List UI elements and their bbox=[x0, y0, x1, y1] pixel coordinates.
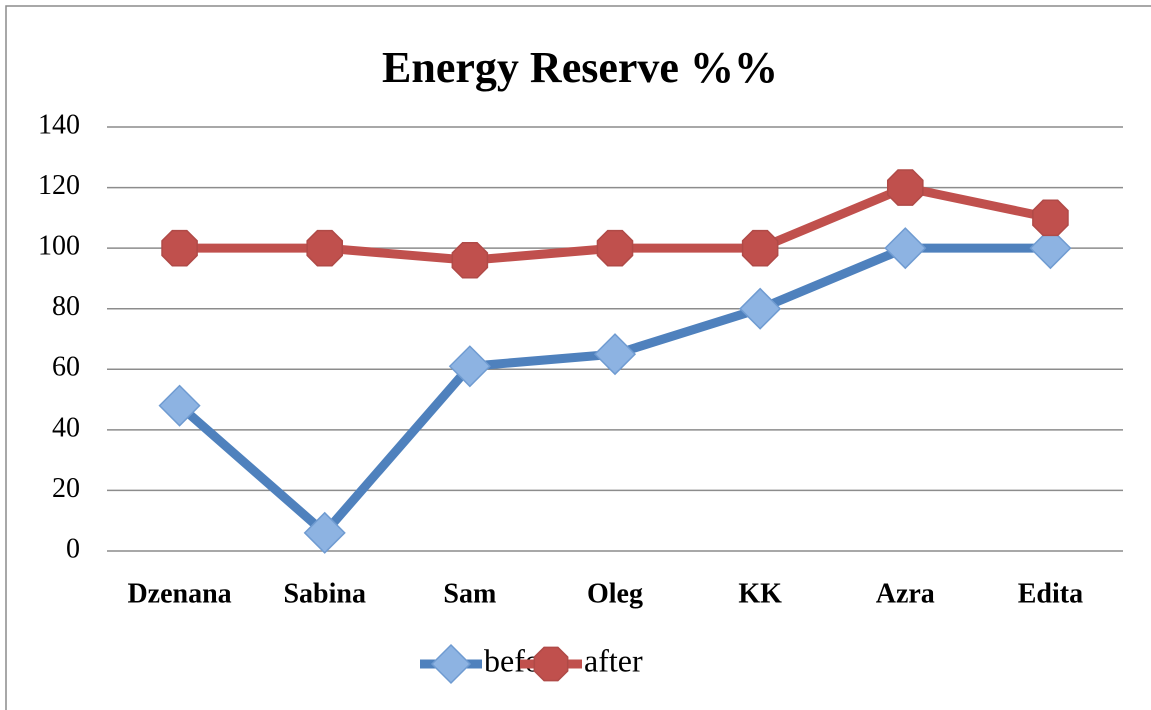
data-point bbox=[884, 227, 927, 270]
y-tick-label: 80 bbox=[52, 291, 80, 322]
legend-marker bbox=[430, 643, 472, 685]
data-point bbox=[1029, 227, 1072, 270]
y-tick-label: 0 bbox=[66, 533, 80, 564]
data-point bbox=[303, 511, 346, 554]
data-point bbox=[451, 241, 489, 279]
data-point bbox=[886, 169, 924, 206]
legend-marker bbox=[533, 646, 569, 682]
x-tick-label: Oleg bbox=[587, 578, 643, 609]
y-tick-label: 60 bbox=[52, 352, 80, 383]
data-point bbox=[739, 287, 782, 330]
data-point bbox=[306, 229, 344, 267]
data-point bbox=[741, 229, 779, 267]
data-point bbox=[1032, 199, 1069, 237]
data-point bbox=[161, 229, 198, 267]
legend-label: after bbox=[584, 642, 643, 678]
x-tick-label: Azra bbox=[876, 578, 935, 609]
x-tick-label: Sabina bbox=[283, 578, 366, 609]
x-tick-label: Sam bbox=[443, 578, 496, 609]
x-tick-label: Edita bbox=[1018, 578, 1083, 609]
y-tick-label: 20 bbox=[52, 473, 80, 504]
chart-title: Energy Reserve %% bbox=[382, 43, 778, 92]
y-tick-label: 100 bbox=[38, 231, 80, 262]
y-tick-label: 40 bbox=[52, 412, 80, 443]
data-point bbox=[593, 333, 637, 376]
data-point bbox=[448, 345, 491, 388]
data-point bbox=[596, 229, 634, 267]
x-tick-label: Dzenana bbox=[127, 578, 231, 609]
y-tick-label: 120 bbox=[38, 170, 80, 201]
y-tick-label: 140 bbox=[38, 109, 80, 140]
data-point bbox=[158, 384, 201, 427]
x-tick-label: KK bbox=[738, 578, 782, 609]
